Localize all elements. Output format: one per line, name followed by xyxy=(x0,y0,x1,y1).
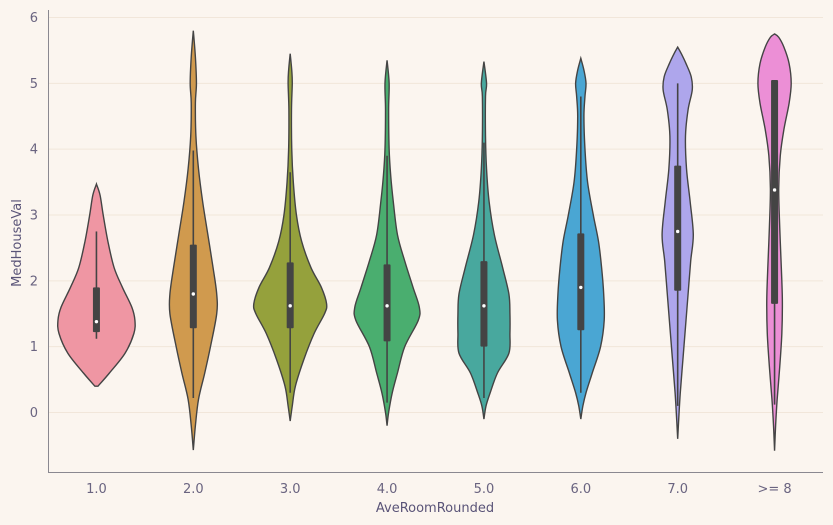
x-tick-label: 6.0 xyxy=(570,482,591,497)
violin-median xyxy=(385,304,389,308)
violin-iqr-box xyxy=(771,80,779,304)
violin-iqr-box xyxy=(480,261,488,347)
violin-iqr-box xyxy=(674,165,682,291)
axes xyxy=(48,10,823,473)
violin xyxy=(757,33,792,451)
violin-median xyxy=(288,304,292,308)
y-tick-labels: 0 1 2 3 4 5 6 xyxy=(30,11,38,421)
x-tick-label: 7.0 xyxy=(667,482,688,497)
violin xyxy=(661,45,694,439)
violin xyxy=(556,55,606,420)
violin xyxy=(457,61,511,420)
y-tick-label: 3 xyxy=(30,209,38,224)
violin-median xyxy=(772,188,777,192)
y-tick-label: 0 xyxy=(30,406,38,421)
violin-iqr-box xyxy=(577,233,585,331)
y-axis-label: MedHouseVal xyxy=(10,199,25,287)
y-tick-label: 6 xyxy=(30,11,38,26)
grid-lines xyxy=(48,17,823,413)
x-tick-label: 4.0 xyxy=(377,482,398,497)
violin xyxy=(57,181,136,387)
x-tick-label: >= 8 xyxy=(757,482,791,497)
violin xyxy=(168,30,219,451)
x-tick-label: 2.0 xyxy=(183,482,204,497)
x-tick-label: 5.0 xyxy=(474,482,495,497)
violin-iqr-box xyxy=(189,244,197,329)
y-tick-label: 5 xyxy=(30,77,38,92)
violin xyxy=(353,60,421,426)
violin-median xyxy=(675,229,680,234)
violin-median xyxy=(94,319,99,324)
violin-median xyxy=(191,292,196,296)
y-tick-label: 2 xyxy=(30,274,38,289)
x-tick-labels: 1.0 2.0 3.0 4.0 5.0 6.0 7.0 >= 8 xyxy=(86,482,792,497)
violin-iqr-box xyxy=(286,262,294,329)
violin xyxy=(252,53,328,422)
violin-median xyxy=(579,285,583,290)
violin-median xyxy=(482,304,486,308)
violin-iqr-box xyxy=(92,287,100,333)
violins xyxy=(57,30,792,451)
x-tick-label: 3.0 xyxy=(280,482,301,497)
x-axis-label: AveRoomRounded xyxy=(376,501,494,516)
x-tick-label: 1.0 xyxy=(86,482,107,497)
y-tick-label: 1 xyxy=(30,340,38,355)
y-tick-label: 4 xyxy=(30,143,38,158)
violin-iqr-box xyxy=(383,264,391,342)
